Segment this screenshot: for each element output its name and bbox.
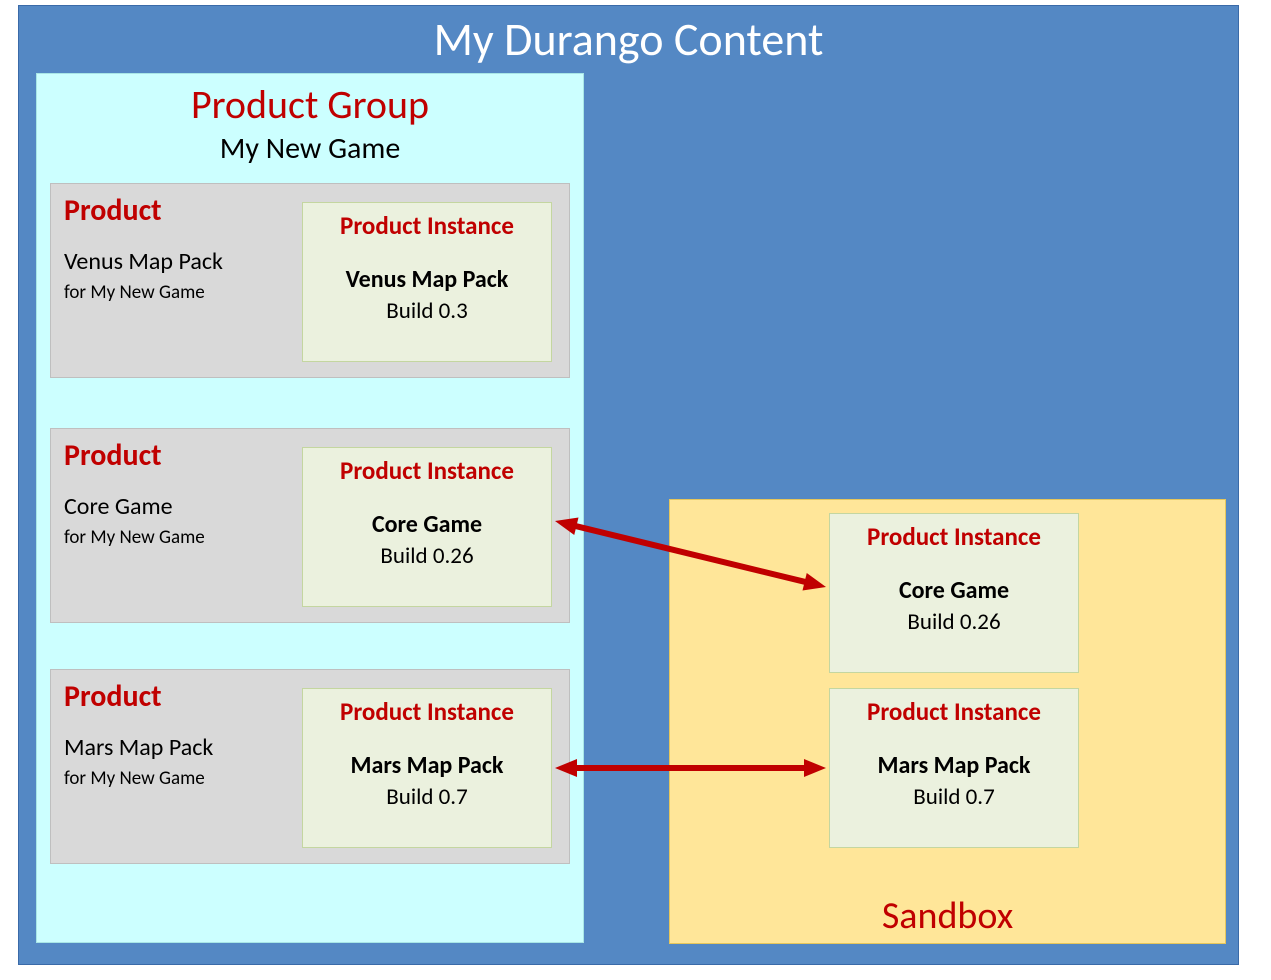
instance-name: Core Game — [302, 510, 552, 539]
sandbox-label: Sandbox — [669, 893, 1226, 939]
product-label: Product — [64, 437, 162, 474]
product-name: Venus Map Pack — [64, 247, 223, 276]
instance-name: Core Game — [829, 576, 1079, 605]
main-title: My Durango Content — [18, 12, 1239, 68]
diagram-canvas: My Durango Content Product GroupMy New Ga… — [0, 0, 1271, 980]
instance-name: Venus Map Pack — [302, 265, 552, 294]
product-name: Core Game — [64, 492, 173, 521]
instance-label: Product Instance — [829, 521, 1079, 552]
instance-name: Mars Map Pack — [829, 751, 1079, 780]
product-name: Mars Map Pack — [64, 733, 213, 762]
instance-label: Product Instance — [302, 210, 552, 241]
instance-label: Product Instance — [302, 455, 552, 486]
instance-build: Build 0.26 — [302, 542, 552, 570]
product-label: Product — [64, 192, 162, 229]
instance-build: Build 0.26 — [829, 608, 1079, 636]
instance-name: Mars Map Pack — [302, 751, 552, 780]
product-subtitle: for My New Game — [64, 767, 205, 790]
instance-label: Product Instance — [302, 696, 552, 727]
instance-build: Build 0.3 — [302, 297, 552, 325]
product-subtitle: for My New Game — [64, 526, 205, 549]
instance-label: Product Instance — [829, 696, 1079, 727]
instance-build: Build 0.7 — [829, 783, 1079, 811]
product-group-title: Product Group — [36, 80, 584, 129]
product-label: Product — [64, 678, 162, 715]
instance-build: Build 0.7 — [302, 783, 552, 811]
product-subtitle: for My New Game — [64, 281, 205, 304]
product-group-subtitle: My New Game — [36, 130, 584, 167]
